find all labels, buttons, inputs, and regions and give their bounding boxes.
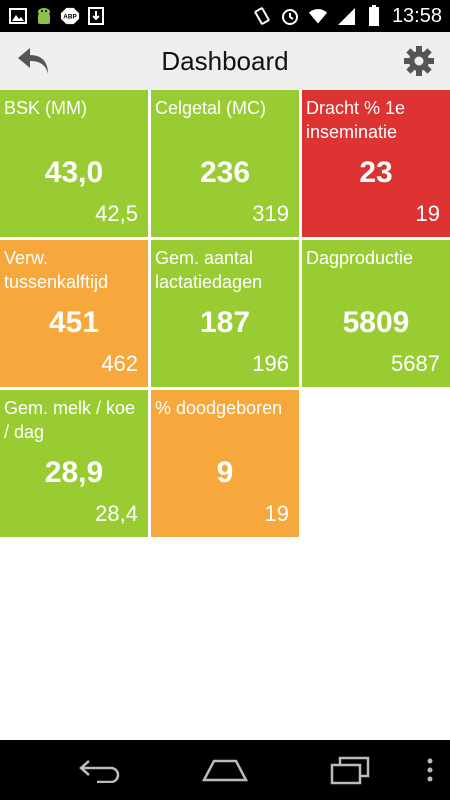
android-icon <box>34 6 54 26</box>
tile-reference-value: 196 <box>252 351 289 376</box>
tile-reference-value: 5687 <box>391 351 440 376</box>
vibrate-icon <box>252 6 272 26</box>
page-title: Dashboard <box>161 46 289 76</box>
nav-home-button[interactable] <box>198 752 252 788</box>
clock: 13:58 <box>391 4 442 27</box>
nav-back-button[interactable] <box>75 752 125 788</box>
settings-button[interactable] <box>400 42 438 80</box>
status-bar: ABP 13:58 <box>0 0 450 32</box>
tile-lactatiedagen[interactable]: Gem. aantal lactatiedagen 187 196 <box>151 240 299 387</box>
tile-label: Dagproductie <box>306 248 414 268</box>
back-icon <box>79 760 120 783</box>
tile-label: Gem. melk / koe / dag <box>4 398 136 442</box>
tile-reference-value: 28,4 <box>95 501 138 526</box>
recent-apps-icon <box>330 756 370 785</box>
tile-value: 236 <box>199 156 251 189</box>
tile-bsk[interactable]: BSK (MM) 43,0 42,5 <box>0 90 148 237</box>
gear-icon <box>404 46 434 76</box>
back-button[interactable] <box>14 42 52 80</box>
notification-icons: ABP <box>8 6 106 26</box>
tile-value: 23 <box>359 156 393 189</box>
tile-value: 9 <box>216 456 234 489</box>
svg-text:ABP: ABP <box>63 14 77 21</box>
dashboard-grid: BSK (MM) 43,0 42,5 Celgetal (MC) 236 319… <box>0 90 450 537</box>
tile-tussenkalftijd[interactable]: Verw. tussenkalftijd 451 462 <box>0 240 148 387</box>
back-arrow-icon <box>18 48 48 74</box>
tile-value: 5809 <box>342 306 410 339</box>
nav-recents-button[interactable] <box>326 752 374 788</box>
tile-value: 187 <box>199 306 251 339</box>
tile-label: BSK (MM) <box>4 98 87 118</box>
nav-menu-button[interactable] <box>420 752 440 788</box>
tile-reference-value: 42,5 <box>95 201 138 226</box>
tile-label: Dracht % 1e inseminatie <box>306 98 406 142</box>
tile-reference-value: 19 <box>415 201 440 226</box>
tile-reference-value: 19 <box>264 501 289 526</box>
battery-icon <box>364 5 384 26</box>
download-icon <box>86 6 106 26</box>
adblock-icon: ABP <box>60 6 80 26</box>
image-icon <box>8 6 28 26</box>
tile-label: Gem. aantal lactatiedagen <box>155 248 263 292</box>
home-icon <box>201 759 249 782</box>
alarm-icon <box>280 6 300 26</box>
tile-melk-per-koe[interactable]: Gem. melk / koe / dag 28,9 28,4 <box>0 390 148 537</box>
navigation-bar <box>0 740 450 800</box>
tile-dracht[interactable]: Dracht % 1e inseminatie 23 19 <box>302 90 450 237</box>
tile-reference-value: 319 <box>252 201 289 226</box>
tile-value: 451 <box>48 306 100 339</box>
overflow-menu-icon <box>427 758 433 782</box>
tile-value: 43,0 <box>44 156 104 189</box>
tile-dagproductie[interactable]: Dagproductie 5809 5687 <box>302 240 450 387</box>
signal-icon <box>336 6 356 26</box>
tile-label: % doodgeboren <box>155 398 283 418</box>
wifi-icon <box>308 6 328 26</box>
action-bar: Dashboard <box>0 32 450 90</box>
tile-reference-value: 462 <box>101 351 138 376</box>
tile-celgetal[interactable]: Celgetal (MC) 236 319 <box>151 90 299 237</box>
tile-label: Verw. tussenkalftijd <box>4 248 109 292</box>
tile-label: Celgetal (MC) <box>155 98 267 118</box>
tile-value: 28,9 <box>44 456 104 489</box>
system-icons: 13:58 <box>252 0 442 32</box>
tile-doodgeboren[interactable]: % doodgeboren 9 19 <box>151 390 299 537</box>
